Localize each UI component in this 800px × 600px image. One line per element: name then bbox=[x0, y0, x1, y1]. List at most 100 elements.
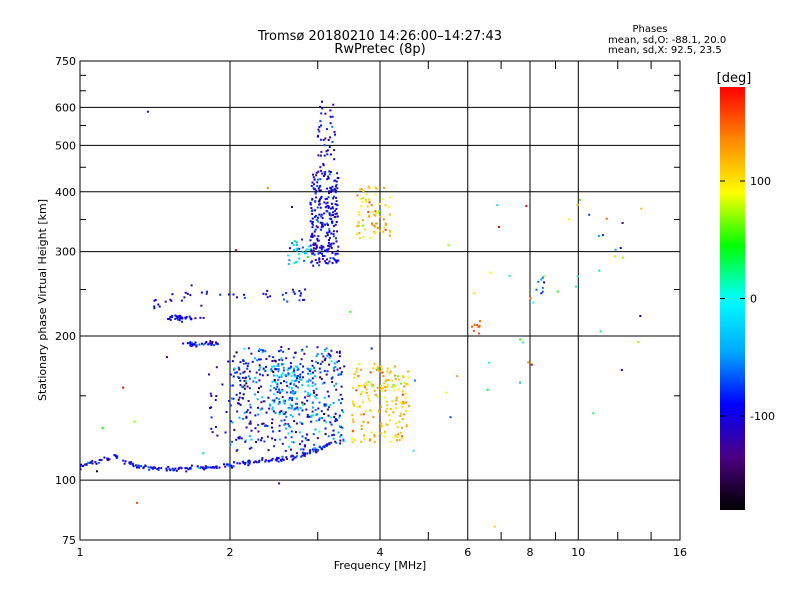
echo-point bbox=[269, 385, 272, 388]
echo-point bbox=[240, 385, 243, 388]
echo-point bbox=[314, 375, 316, 378]
echo-point bbox=[387, 379, 390, 382]
echo-point bbox=[272, 371, 275, 373]
echo-point bbox=[136, 501, 138, 504]
echo-point bbox=[326, 222, 329, 225]
echo-point bbox=[323, 212, 326, 215]
echo-point bbox=[264, 460, 267, 463]
echo-point bbox=[283, 419, 286, 422]
echo-point bbox=[296, 243, 298, 246]
echo-point bbox=[331, 434, 334, 437]
echo-point bbox=[135, 464, 137, 467]
echo-point bbox=[370, 347, 373, 350]
echo-point bbox=[284, 436, 287, 439]
echo-point bbox=[311, 360, 314, 362]
echo-point bbox=[364, 198, 367, 201]
echo-point bbox=[237, 398, 240, 401]
echo-point bbox=[349, 310, 352, 313]
echo-point bbox=[369, 371, 372, 374]
echo-point bbox=[361, 219, 364, 222]
echo-point bbox=[83, 463, 86, 466]
echo-point bbox=[168, 468, 171, 470]
echo-point bbox=[384, 204, 387, 207]
echo-point bbox=[398, 378, 401, 381]
echo-point bbox=[315, 189, 318, 192]
echo-point bbox=[340, 373, 343, 376]
echo-point bbox=[332, 242, 335, 245]
echo-point bbox=[197, 467, 200, 469]
echo-point bbox=[374, 186, 377, 189]
echo-point bbox=[323, 154, 326, 157]
echo-point bbox=[303, 352, 306, 355]
echo-point bbox=[324, 198, 327, 201]
echo-point bbox=[412, 449, 415, 452]
echo-point bbox=[379, 432, 382, 435]
echo-point bbox=[519, 338, 522, 341]
echo-point bbox=[312, 264, 315, 267]
echo-point bbox=[380, 425, 383, 428]
echo-point bbox=[318, 257, 321, 260]
echo-point bbox=[614, 248, 617, 251]
echo-point bbox=[274, 438, 277, 441]
echo-point bbox=[305, 249, 307, 252]
echo-point bbox=[399, 401, 402, 404]
echo-point bbox=[210, 416, 213, 419]
echo-point bbox=[185, 467, 188, 470]
echo-point bbox=[299, 363, 302, 366]
echo-point bbox=[327, 139, 330, 141]
echo-point bbox=[325, 262, 328, 264]
echo-point bbox=[578, 198, 581, 201]
echo-point bbox=[395, 422, 398, 425]
x-axis-label: Frequency [MHz] bbox=[334, 559, 426, 572]
echo-point bbox=[388, 414, 391, 417]
echo-point bbox=[315, 218, 318, 221]
echo-point bbox=[288, 398, 290, 401]
echo-point bbox=[203, 468, 206, 471]
echo-point bbox=[315, 196, 318, 199]
echo-point bbox=[306, 380, 308, 383]
echo-point bbox=[328, 217, 331, 220]
echo-point bbox=[261, 396, 264, 399]
echo-point bbox=[379, 365, 382, 368]
echo-point bbox=[315, 225, 318, 228]
echo-point bbox=[130, 462, 133, 465]
echo-point bbox=[288, 425, 291, 428]
echo-point bbox=[311, 381, 314, 384]
echo-point bbox=[329, 171, 332, 173]
echo-point bbox=[100, 459, 103, 462]
echo-point bbox=[340, 402, 342, 405]
echo-point bbox=[401, 402, 404, 405]
echo-point bbox=[405, 383, 408, 385]
echo-point bbox=[285, 357, 288, 360]
echo-point bbox=[372, 367, 375, 370]
echo-point bbox=[326, 187, 329, 190]
echo-point bbox=[171, 468, 174, 471]
echo-point bbox=[278, 350, 281, 353]
echo-point bbox=[373, 434, 376, 437]
echo-point bbox=[271, 406, 274, 409]
echo-point bbox=[340, 371, 343, 373]
echo-point bbox=[374, 212, 377, 214]
echo-point bbox=[224, 431, 227, 434]
echo-point bbox=[254, 393, 256, 396]
echo-point bbox=[320, 213, 323, 216]
echo-point bbox=[271, 418, 274, 421]
echo-point bbox=[287, 347, 290, 350]
echo-point bbox=[298, 247, 301, 250]
echo-point bbox=[335, 388, 338, 391]
echo-point bbox=[315, 360, 318, 363]
echo-point bbox=[357, 375, 360, 377]
echo-point bbox=[96, 470, 98, 473]
echo-point bbox=[351, 437, 354, 440]
echo-point bbox=[238, 416, 241, 419]
echo-point bbox=[302, 452, 305, 454]
echo-point bbox=[265, 459, 268, 462]
echo-point bbox=[276, 368, 278, 370]
echo-point bbox=[319, 251, 322, 254]
echo-point bbox=[232, 375, 235, 378]
echo-point bbox=[271, 399, 274, 402]
echo-point bbox=[336, 204, 339, 207]
echo-point bbox=[373, 389, 376, 392]
echo-point bbox=[361, 224, 364, 227]
echo-point bbox=[257, 391, 260, 394]
